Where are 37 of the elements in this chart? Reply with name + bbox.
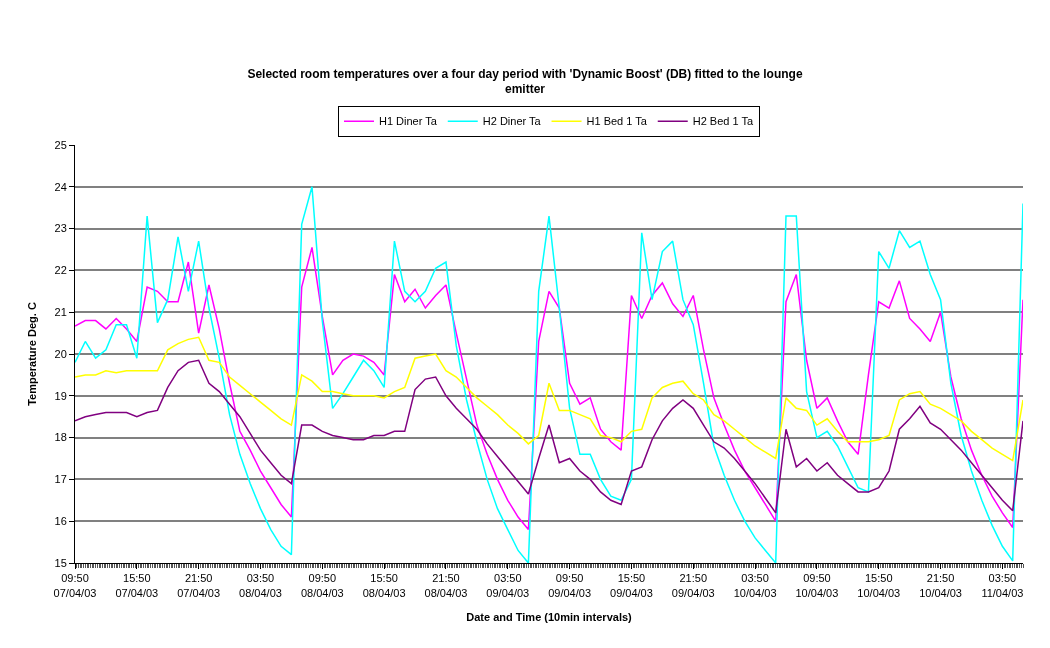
x-tick-label: 03:50 10/04/03 bbox=[733, 572, 777, 599]
y-tick-label: 15 bbox=[54, 556, 67, 569]
y-tick-label: 19 bbox=[54, 389, 67, 402]
x-axis-title: Date and Time (10min intervals) bbox=[466, 610, 633, 623]
y-tick-label: 18 bbox=[54, 431, 67, 444]
y-axis-title: Temperature Deg. C bbox=[26, 302, 39, 406]
x-tick-label: 21:50 09/04/03 bbox=[671, 572, 715, 599]
x-tick-label: 21:50 07/04/03 bbox=[177, 572, 221, 599]
y-tick-label: 17 bbox=[54, 473, 67, 486]
legend-label: H1 Bed 1 Ta bbox=[586, 115, 648, 128]
x-tick-label: 03:50 11/04/03 bbox=[981, 572, 1024, 599]
x-tick-label: 09:50 07/04/03 bbox=[53, 572, 97, 599]
x-tick-label: 09:50 08/04/03 bbox=[300, 572, 344, 599]
x-tick-label: 15:50 10/04/03 bbox=[857, 572, 901, 599]
chart-title: Selected room temperatures over a four day period with 'Dynamic Boost' (DB) fitted to the lounge emitter bbox=[247, 66, 803, 97]
x-tick-label: 03:50 09/04/03 bbox=[486, 572, 530, 599]
x-tick-label: 09:50 10/04/03 bbox=[795, 572, 839, 599]
legend-label: H1 Diner Ta bbox=[379, 115, 438, 128]
y-tick-label: 24 bbox=[54, 180, 67, 193]
x-tick-label: 15:50 07/04/03 bbox=[115, 572, 159, 599]
y-tick-label: 21 bbox=[54, 306, 67, 319]
line-series bbox=[75, 336, 1023, 462]
x-tick-label: 09:50 09/04/03 bbox=[548, 572, 592, 599]
x-tick-label: 21:50 10/04/03 bbox=[919, 572, 962, 599]
y-tick-label: 22 bbox=[54, 264, 67, 277]
x-tick-label: 15:50 09/04/03 bbox=[610, 572, 653, 599]
y-tick-label: 16 bbox=[54, 515, 67, 528]
x-tick-label: 15:50 08/04/03 bbox=[362, 572, 406, 599]
line-series bbox=[75, 246, 1023, 531]
y-tick-label: 25 bbox=[54, 138, 67, 151]
legend-label: H2 Bed 1 Ta bbox=[692, 115, 754, 128]
line-series bbox=[75, 359, 1023, 514]
legend-label: H2 Diner Ta bbox=[482, 115, 542, 128]
x-tick-label: 21:50 08/04/03 bbox=[424, 572, 468, 599]
x-tick-label: 03:50 08/04/03 bbox=[239, 572, 282, 599]
y-tick-label: 20 bbox=[54, 347, 67, 360]
y-tick-label: 23 bbox=[54, 222, 67, 235]
